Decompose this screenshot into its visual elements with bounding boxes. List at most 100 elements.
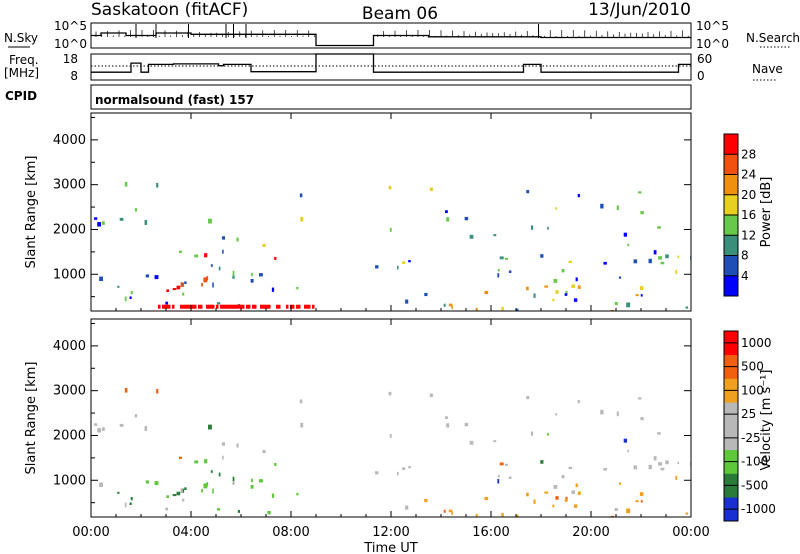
power-cell [166,289,170,292]
velocity-cell [660,467,665,471]
power-cell [271,287,275,292]
power-cell [640,211,644,215]
power-cell [637,191,642,194]
velocity-yaxis: 1000 2000 3000 4000 [53,322,691,504]
power-cell [224,304,227,309]
velocity-cell [544,491,549,494]
velocity-cell [375,471,379,475]
power-cell [516,308,519,311]
power-cell [504,257,508,260]
power-cell [260,304,263,309]
power-cell [240,304,243,309]
velocity-cell [639,492,644,496]
power-cell [526,286,529,291]
velocity-cell [575,483,578,488]
velocity-cell [577,491,581,495]
velocity-cell [389,433,392,438]
power-cell [388,185,392,190]
power-cell [186,304,189,309]
power-cell [236,304,239,309]
power-cell [251,272,253,277]
colorbar-bin [724,235,738,256]
ytick-label: 4000 [53,339,86,354]
xtick-label: 16:00 [472,525,509,540]
power-cell [221,236,226,240]
power-cell [208,218,212,224]
colorbar-tick-label: 24 [741,168,756,182]
power-scatter [94,181,691,311]
power-cell [200,304,203,309]
power-cell [501,306,504,311]
power-cell [552,298,555,302]
velocity-cell [475,513,478,517]
velocity-cell [443,509,446,513]
colorbar-tick-label: -500 [741,478,768,492]
velocity-cell [124,387,128,393]
velocity-cell [429,393,433,398]
power-cell [575,277,578,282]
power-cell [445,210,448,214]
power-cell [571,284,576,288]
velocity-cell [262,450,266,453]
velocity-cell [648,464,652,470]
power-cell [618,276,622,279]
power-colorbar-label: Power [dB] [759,177,774,248]
colorbar-bin [724,215,738,236]
power-cell [238,304,241,309]
xtick-label: 20:00 [572,525,609,540]
power-cell [296,304,299,309]
velocity-cell [635,500,639,503]
power-cell [508,270,512,274]
velocity-cell [552,504,555,508]
power-cell [234,304,237,309]
colorbar-bin [724,174,738,196]
power-cell [308,304,311,309]
power-cell [405,299,409,304]
power-cell [156,182,159,188]
power-cell [236,237,239,242]
power-cell [533,293,536,298]
power-cell [484,290,489,295]
power-cell [168,304,171,309]
velocity-cell [685,512,689,515]
velocity-cell [402,467,406,470]
power-cell [375,265,379,269]
power-cell [117,285,120,288]
velocity-cell [516,514,519,517]
velocity-cell [210,470,213,473]
power-cell [298,304,301,309]
power-cell [210,304,213,309]
nsearch-tick-bottom: 10^0 [696,37,729,51]
power-cell [194,254,199,258]
power-cell [99,276,104,282]
xtick-label: 00:00 [72,525,109,540]
velocity-cell [571,490,576,494]
power-cell [94,217,98,220]
power-cell [250,278,254,283]
velocity-cell [194,460,199,464]
velocity-cell [675,475,678,480]
velocity-cell [274,462,277,466]
velocity-cell [259,479,263,483]
velocity-cell [134,414,138,418]
power-cell [429,187,433,192]
power-cell [222,249,224,254]
colorbar-tick-label: -100 [741,455,768,469]
power-cell [675,269,678,274]
power-cell [154,275,159,280]
colorbar-tick-label: 500 [741,360,764,374]
velocity-cell [640,500,643,503]
power-cell [204,253,208,258]
power-cell [475,307,478,311]
power-cell [198,304,201,309]
power-cell [184,281,187,285]
power-cell [633,259,638,264]
power-cell [603,261,607,265]
power-cell [210,264,213,267]
velocity-cell [640,417,644,421]
power-cell [648,258,652,264]
velocity-cell [424,498,428,503]
velocity-panel-frame [90,318,692,518]
nsearch-tick-top: 10^5 [696,19,729,33]
date-title: 13/Jun/2010 [588,0,691,20]
